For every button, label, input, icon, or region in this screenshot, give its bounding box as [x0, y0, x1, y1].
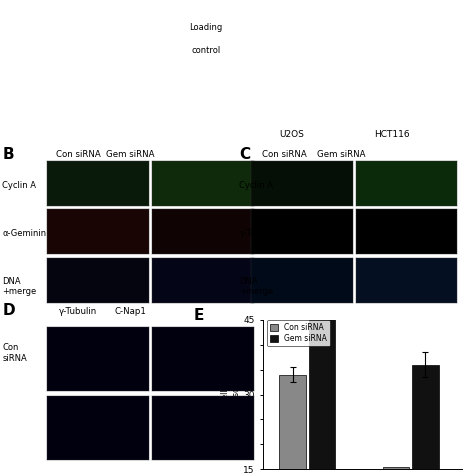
Bar: [412, 365, 438, 469]
Text: α-Geminin: α-Geminin: [2, 229, 46, 237]
Text: DNA
+merge: DNA +merge: [239, 277, 273, 296]
Text: Gem siRNA: Gem siRNA: [106, 150, 155, 159]
Text: E: E: [193, 308, 204, 323]
Text: Con
siRNA: Con siRNA: [2, 344, 27, 363]
Legend: Con siRNA, Gem siRNA: Con siRNA, Gem siRNA: [267, 320, 330, 346]
Text: C: C: [239, 147, 250, 162]
Text: Loading: Loading: [189, 23, 222, 32]
Text: B: B: [2, 147, 14, 162]
Bar: [383, 467, 409, 469]
Text: D: D: [2, 303, 15, 318]
Text: DNA
+merge: DNA +merge: [2, 277, 36, 296]
Text: C-Nap1: C-Nap1: [114, 307, 146, 316]
Text: control: control: [191, 46, 220, 55]
Y-axis label: % of cells with
centrosomes: % of cells with centrosomes: [221, 365, 240, 424]
Text: Cyclin A: Cyclin A: [2, 182, 36, 190]
Bar: [309, 290, 335, 469]
Text: HCT116: HCT116: [374, 130, 410, 139]
Text: Con siRNA: Con siRNA: [56, 150, 100, 159]
Text: Con siRNA: Con siRNA: [262, 150, 307, 159]
Text: U2OS: U2OS: [280, 130, 304, 139]
Text: γ-Tubulin: γ-Tubulin: [59, 307, 97, 316]
Bar: [279, 374, 306, 469]
Text: Gem siRNA: Gem siRNA: [317, 150, 365, 159]
Text: Cyclin A: Cyclin A: [239, 182, 273, 190]
Text: γ-Tubulin: γ-Tubulin: [239, 229, 277, 237]
